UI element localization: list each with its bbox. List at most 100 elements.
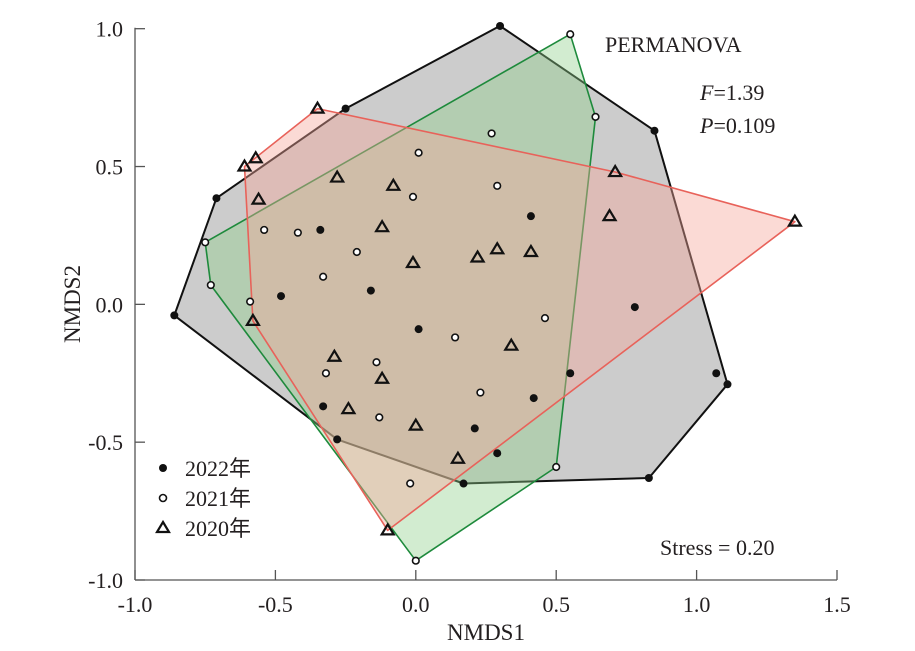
legend-label: 2022年 <box>185 456 251 481</box>
point-2020 <box>374 370 391 384</box>
legend: 2022年 2021年 2020年 <box>155 456 251 541</box>
point-2022 <box>650 126 659 135</box>
point-2020 <box>405 254 421 269</box>
point-2020 <box>329 169 346 183</box>
p-value: P=0.109 <box>699 113 775 138</box>
point-2022 <box>277 292 286 301</box>
x-tick-label: 0.5 <box>542 592 570 617</box>
point-2020 <box>601 208 618 222</box>
point-2022 <box>566 369 575 378</box>
point-2021 <box>246 297 255 306</box>
point-2022 <box>212 194 221 203</box>
point-2022 <box>319 402 328 411</box>
point-2021 <box>414 148 423 157</box>
y-tick-label: 1.0 <box>96 17 124 42</box>
legend-marker-open-circle <box>158 493 168 503</box>
y-tick-label: 0.0 <box>96 292 124 317</box>
point-2022 <box>341 104 350 113</box>
point-2021 <box>487 129 496 138</box>
point-2020 <box>374 219 391 233</box>
f-statistic: F=1.39 <box>699 80 764 105</box>
x-axis-label: NMDS1 <box>447 620 525 645</box>
point-2020 <box>385 177 402 191</box>
point-2022 <box>712 369 721 378</box>
p-value-text: =0.109 <box>713 113 775 138</box>
point-2021 <box>566 30 575 39</box>
point-2022 <box>723 380 732 389</box>
point-2021 <box>206 280 215 290</box>
point-2021 <box>493 181 502 190</box>
point-2020 <box>379 522 396 536</box>
point-2020 <box>250 191 267 205</box>
p-label: P <box>699 113 713 138</box>
legend-marker-filled-circle <box>159 464 167 472</box>
point-2021 <box>293 228 302 237</box>
point-2021 <box>411 556 420 565</box>
y-tick-label: -1.0 <box>88 568 123 593</box>
point-2021 <box>201 238 210 247</box>
point-2022 <box>496 21 505 30</box>
point-2021 <box>552 462 561 472</box>
point-2021 <box>319 272 328 281</box>
point-2020 <box>522 243 539 258</box>
hull-2020 <box>243 107 796 532</box>
point-2021 <box>260 225 269 235</box>
point-2020 <box>786 213 803 227</box>
point-2022 <box>316 225 325 234</box>
legend-marker-triangle <box>155 519 171 534</box>
point-2020 <box>489 241 506 255</box>
point-2022 <box>170 311 179 320</box>
x-tick-label: -1.0 <box>118 592 153 617</box>
point-2020 <box>309 100 326 114</box>
x-tick-label: 1.0 <box>683 592 711 617</box>
f-value: =1.39 <box>713 80 764 105</box>
point-2020 <box>236 158 253 172</box>
point-2020 <box>469 249 486 263</box>
point-2021 <box>375 413 384 422</box>
point-2020 <box>607 163 624 178</box>
axes: -1.0 -0.5 0.0 0.5 1.0 1.5 1.0 0.5 0.0 -0.5 -1.0 <box>88 17 851 617</box>
y-tick-label: 0.5 <box>96 155 124 180</box>
y-tick-label: -0.5 <box>88 430 123 455</box>
point-2021 <box>540 314 550 323</box>
point-2022 <box>630 303 639 312</box>
point-2022 <box>493 449 502 458</box>
point-2022 <box>526 212 535 221</box>
point-2021 <box>372 358 381 367</box>
convex-hulls <box>173 24 796 562</box>
point-2020 <box>503 337 520 351</box>
point-2021 <box>321 369 331 378</box>
x-tick-label: 0.0 <box>402 592 430 617</box>
legend-item-2021: 2021年 <box>158 486 251 511</box>
point-2022 <box>414 325 423 334</box>
point-2021 <box>408 192 418 201</box>
legend-item-2020: 2020年 <box>155 516 251 541</box>
point-2022 <box>529 394 538 403</box>
point-2021 <box>476 388 485 397</box>
point-2020 <box>326 348 343 362</box>
point-2021 <box>591 112 600 122</box>
data-points <box>170 21 803 565</box>
hull-2022 <box>173 24 729 485</box>
point-2022 <box>366 286 375 295</box>
x-tick-label: 1.5 <box>823 592 851 617</box>
point-2020 <box>340 400 357 415</box>
x-tick-label: -0.5 <box>258 592 293 617</box>
y-axis-label: NMDS2 <box>60 265 85 343</box>
legend-label: 2020年 <box>185 516 251 541</box>
point-2022 <box>644 474 653 483</box>
point-2021 <box>406 479 415 488</box>
point-2021 <box>352 247 361 257</box>
permanova-title: PERMANOVA <box>605 32 742 57</box>
legend-label: 2021年 <box>185 486 251 511</box>
point-2020 <box>449 450 466 464</box>
stress-value: Stress = 0.20 <box>660 535 774 560</box>
point-2022 <box>333 435 342 444</box>
point-2022 <box>470 424 479 433</box>
point-2020 <box>244 312 261 326</box>
legend-item-2022: 2022年 <box>159 456 251 481</box>
point-2020 <box>407 417 424 431</box>
f-label: F <box>699 80 714 105</box>
point-2022 <box>459 479 468 488</box>
